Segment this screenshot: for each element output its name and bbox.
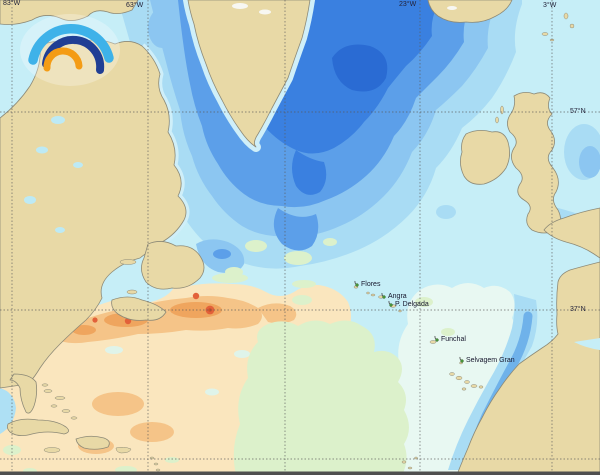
place-marker-icon[interactable] — [434, 335, 439, 342]
place-marker-icon[interactable] — [459, 356, 464, 363]
place-label-selvagem: Selvagem Gran — [466, 357, 515, 364]
place-marker-icon[interactable] — [381, 292, 386, 299]
place-label-angra: Angra — [388, 293, 407, 300]
place-label-funchal: Funchal — [441, 336, 466, 343]
place-marker-icon[interactable] — [388, 300, 393, 307]
agency-logo — [20, 14, 120, 86]
lat-label-37n: 37°N — [570, 305, 586, 313]
graticule-labels: 83°W 63°W 23°W 3°W 57°N 37°N — [3, 0, 586, 313]
lat-label-57n: 57°N — [570, 107, 586, 115]
lon-label-3w: 3°W — [543, 1, 557, 9]
logo-arc-orange — [43, 47, 83, 72]
lakes-layer — [24, 116, 83, 233]
lon-label-23w: 23°W — [399, 0, 417, 8]
lon-label-83w: 83°W — [3, 0, 21, 7]
bottom-border-bar — [0, 471, 600, 475]
places-layer: Flores Angra P. Delgada Funchal Selvagem… — [354, 280, 515, 364]
logo-arc-lightblue — [28, 23, 114, 65]
place-label-flores: Flores — [361, 281, 381, 288]
lon-label-63w: 63°W — [126, 1, 144, 9]
place-marker-icon[interactable] — [354, 280, 359, 287]
place-label-p-delgada: P. Delgada — [395, 301, 429, 308]
